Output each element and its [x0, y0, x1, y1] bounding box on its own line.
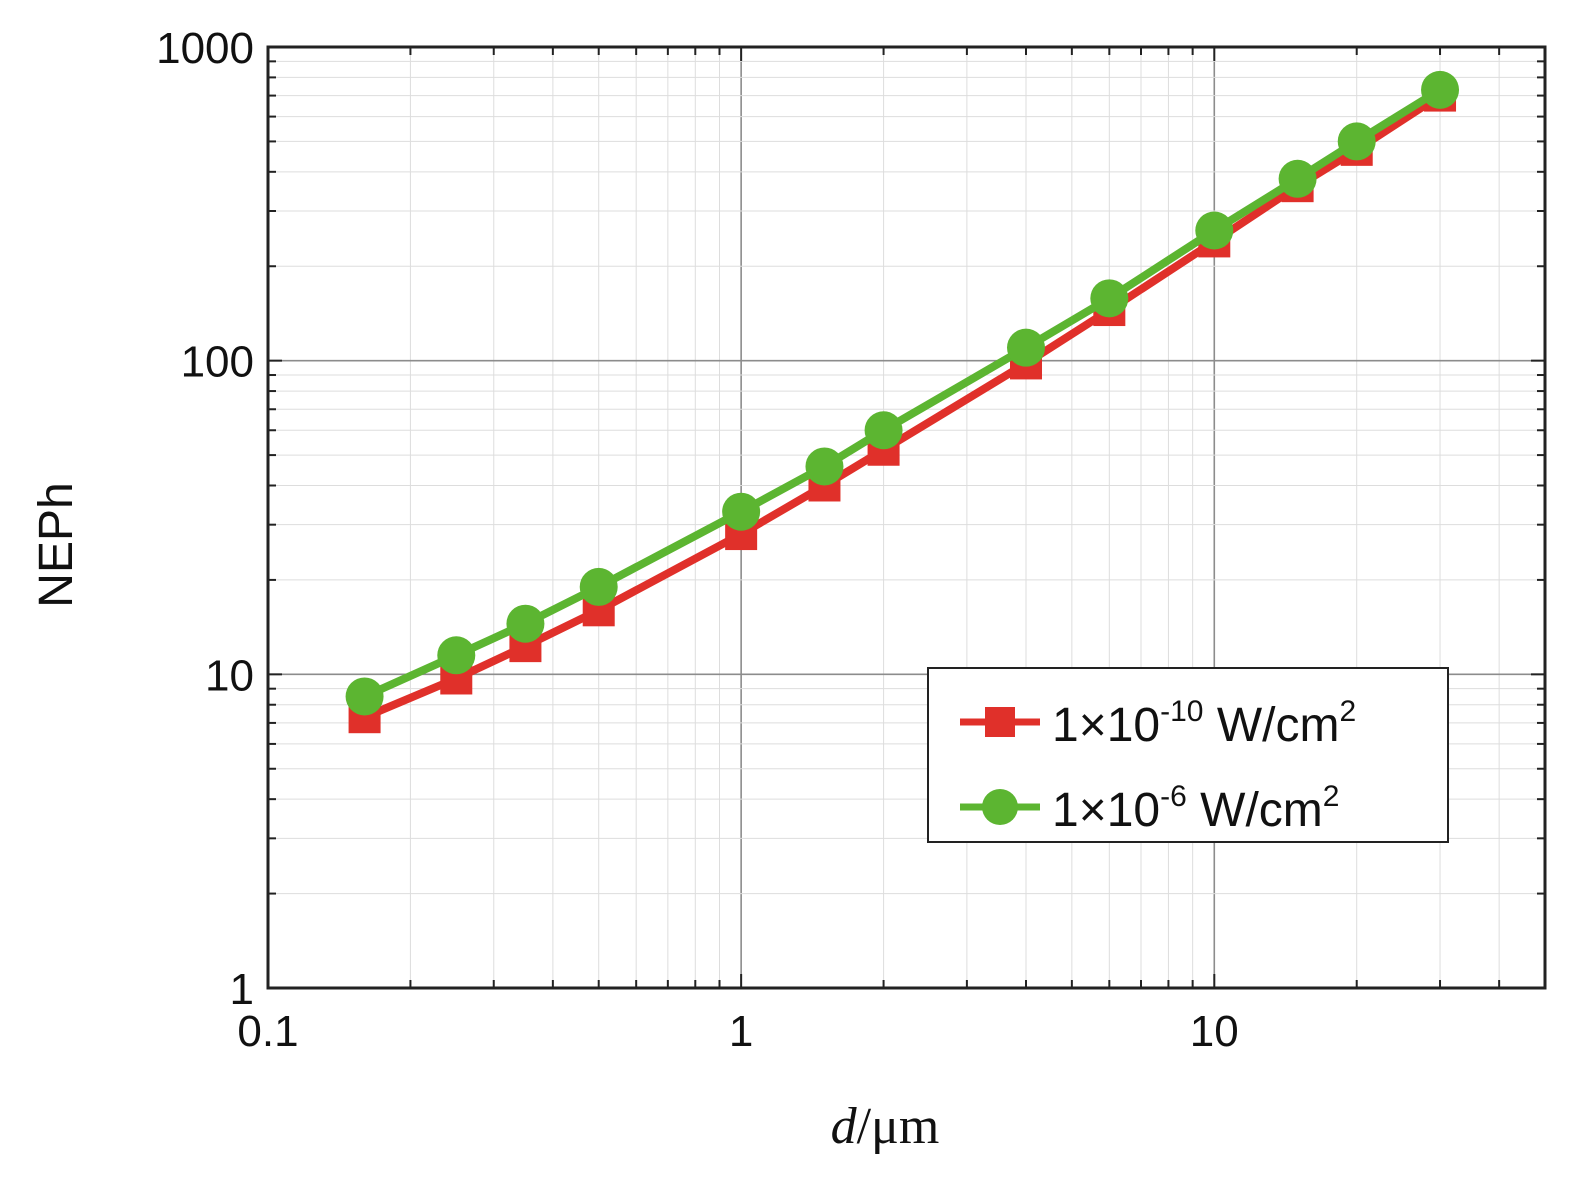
legend-item-series-1: 1×10-10 W/cm2 — [960, 695, 1356, 752]
legend-label-series-2: 1×10-6 W/cm2 — [1052, 780, 1339, 837]
legend-label-unit: W/cm — [1203, 699, 1339, 752]
legend-label-exponent: -10 — [1160, 695, 1203, 728]
x-tick-label: 10 — [1190, 1007, 1239, 1056]
legend-label-unit-exponent: 2 — [1339, 695, 1356, 728]
x-axis-label: d/μm — [831, 1098, 940, 1155]
axis-ticks — [267, 46, 1546, 989]
legend-item-series-2: 1×10-6 W/cm2 — [960, 780, 1339, 837]
x-axis-label-unit: /μm — [857, 1098, 940, 1155]
x-axis-tick-labels: 0.1 1 10 — [237, 1007, 1238, 1056]
legend: 1×10-10 W/cm2 1×10-6 W/cm2 — [927, 667, 1449, 843]
legend-square-marker — [985, 707, 1015, 737]
legend-circle-marker — [982, 789, 1018, 825]
legend-label-series-1: 1×10-10 W/cm2 — [1052, 695, 1356, 752]
series-2-point — [1421, 70, 1460, 109]
x-tick-label: 0.1 — [237, 1007, 298, 1056]
series-2-point — [1090, 279, 1129, 318]
legend-label-prefix: 1×10 — [1052, 784, 1160, 837]
x-axis-label-variable: d — [831, 1098, 858, 1155]
series-2-point — [722, 492, 761, 531]
plot-frame — [266, 45, 1547, 990]
y-axis-label: NEPh — [30, 482, 83, 607]
y-tick-label: 1 — [230, 965, 254, 1014]
legend-label-prefix: 1×10 — [1052, 699, 1160, 752]
series-2-point — [506, 604, 545, 643]
legend-label-exponent: -6 — [1160, 780, 1187, 813]
series-2-point — [864, 411, 903, 450]
series-2-point — [1278, 159, 1317, 198]
y-tick-label: 100 — [181, 338, 254, 387]
x-tick-label: 1 — [729, 1007, 753, 1056]
series-2-point — [1337, 122, 1376, 161]
legend-label-unit-exponent: 2 — [1323, 780, 1340, 813]
y-axis-tick-labels: 1 10 100 1000 — [156, 24, 254, 1014]
series-2-point — [1007, 328, 1046, 367]
series-2-point — [1195, 211, 1234, 250]
legend-label-unit: W/cm — [1187, 784, 1323, 837]
series-2-point — [437, 636, 476, 675]
plot-series — [345, 70, 1460, 734]
series-2-point — [345, 677, 384, 716]
y-tick-label: 10 — [205, 651, 254, 700]
y-tick-label: 1000 — [156, 24, 254, 73]
series-2-point — [805, 447, 844, 486]
series-2-point — [579, 567, 618, 606]
